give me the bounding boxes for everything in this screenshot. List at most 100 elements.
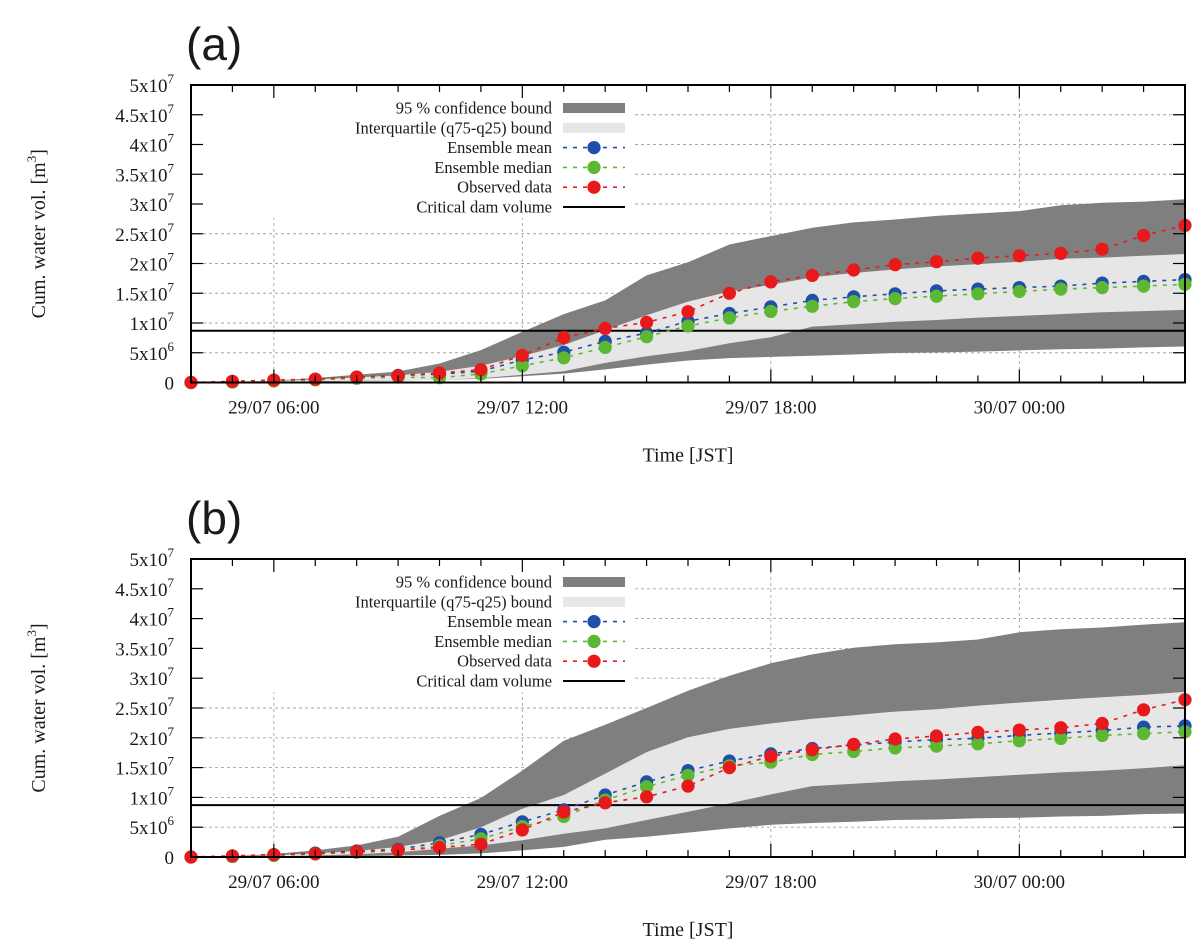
legend-item: Interquartile (q75-q25) bound bbox=[355, 118, 625, 137]
data-point bbox=[971, 737, 985, 751]
y-tick-label: 2.5x107 bbox=[115, 220, 174, 246]
y-tick-label: 1x107 bbox=[130, 309, 175, 335]
data-point bbox=[722, 286, 737, 300]
legend-swatch-iqr bbox=[563, 596, 625, 607]
data-point bbox=[1054, 246, 1068, 260]
data-point bbox=[681, 779, 695, 793]
data-point bbox=[640, 315, 654, 329]
legend-label: Ensemble mean bbox=[447, 612, 552, 631]
y-tick-exponent: 7 bbox=[168, 71, 175, 86]
y-tick-label: 2.5x107 bbox=[115, 694, 174, 720]
x-tick-label: 29/07 18:00 bbox=[725, 398, 816, 419]
x-tick-label: 30/07 00:00 bbox=[974, 872, 1065, 893]
legend-swatch-marker bbox=[587, 615, 601, 629]
y-tick-mantissa: 2.5x10 bbox=[115, 699, 167, 720]
legend-swatch-marker bbox=[587, 160, 601, 174]
y-axis-title-part: 3 bbox=[24, 630, 39, 637]
panel-label: (a) bbox=[186, 18, 242, 70]
y-tick-exponent: 6 bbox=[168, 339, 175, 354]
legend-item: Ensemble mean bbox=[447, 138, 625, 157]
data-point bbox=[681, 319, 695, 333]
data-point bbox=[1054, 721, 1068, 735]
y-tick-label: 3.5x107 bbox=[115, 160, 174, 186]
x-ticks bbox=[190, 558, 1186, 858]
data-point bbox=[805, 743, 819, 757]
legend-item: Critical dam volume bbox=[416, 198, 625, 217]
confidence-95-band bbox=[191, 199, 1185, 383]
y-axis-title: Cum. water vol. [m3] bbox=[24, 149, 50, 318]
legend-label: Ensemble median bbox=[434, 632, 552, 651]
data-point bbox=[557, 351, 571, 365]
y-tick-mantissa: 4x10 bbox=[130, 610, 168, 631]
data-point bbox=[1012, 284, 1026, 299]
legend-swatch-marker bbox=[587, 141, 601, 155]
y-tick-exponent: 7 bbox=[168, 309, 175, 324]
y-tick-mantissa: 5x10 bbox=[130, 818, 168, 839]
y-tick-label: 5x107 bbox=[130, 71, 175, 97]
data-point bbox=[1095, 242, 1109, 256]
y-tick-exponent: 7 bbox=[168, 754, 175, 769]
data-point bbox=[847, 295, 861, 309]
data-point bbox=[722, 761, 737, 775]
data-point bbox=[515, 823, 529, 837]
legend-item: Critical dam volume bbox=[416, 672, 625, 691]
data-point bbox=[432, 840, 447, 855]
y-tick-label: 4x107 bbox=[130, 131, 175, 157]
data-point bbox=[764, 275, 778, 289]
panel-a: (a) 29/07 06:00 29/07 12:00 29/07 18:00 30/0… bbox=[24, 18, 1192, 467]
legend-background bbox=[192, 560, 632, 692]
legend-swatch-marker bbox=[587, 634, 601, 649]
legend-label: Ensemble median bbox=[434, 158, 552, 177]
y-axis-title: Cum. water vol. [m3] bbox=[24, 623, 50, 792]
legend-item: Observed data bbox=[457, 178, 625, 197]
y-tick-mantissa: 2x10 bbox=[130, 729, 168, 750]
y-tick-exponent: 7 bbox=[168, 220, 175, 235]
y-axis-title-part: Cum. water vol. [m bbox=[28, 636, 50, 793]
y-tick-label: 5x107 bbox=[130, 545, 175, 571]
series-observed-data bbox=[184, 693, 1192, 864]
data-point bbox=[847, 737, 861, 752]
x-tick-label: 29/07 12:00 bbox=[477, 398, 568, 419]
y-tick-mantissa: 1x10 bbox=[130, 314, 168, 335]
legend-swatch-marker bbox=[587, 180, 601, 194]
data-point bbox=[1054, 731, 1068, 746]
data-point bbox=[1095, 281, 1109, 295]
y-tick-mantissa: 5x10 bbox=[130, 550, 168, 571]
y-tick-mantissa: 3x10 bbox=[130, 669, 168, 690]
y-tick-exponent: 7 bbox=[168, 664, 175, 679]
data-point bbox=[681, 768, 695, 782]
data-point bbox=[474, 363, 488, 377]
legend-label: Critical dam volume bbox=[416, 198, 552, 217]
data-point bbox=[640, 790, 654, 804]
legend-item: Ensemble median bbox=[434, 632, 625, 651]
data-point bbox=[1137, 727, 1151, 741]
y-tick-label: 3x107 bbox=[130, 664, 175, 690]
data-point bbox=[1012, 249, 1026, 263]
y-axis-title-part: ] bbox=[28, 149, 50, 156]
y-tick-label: 4.5x107 bbox=[115, 575, 174, 601]
x-tick-label: 29/07 12:00 bbox=[477, 872, 568, 893]
y-tick-exponent: 7 bbox=[168, 101, 175, 116]
y-tick-exponent: 7 bbox=[168, 545, 175, 560]
data-point bbox=[805, 268, 819, 282]
data-point bbox=[598, 340, 612, 354]
y-tick-exponent: 7 bbox=[168, 279, 175, 294]
data-point bbox=[1095, 716, 1109, 731]
data-point bbox=[847, 263, 861, 277]
y-tick-label: 1.5x107 bbox=[115, 754, 174, 780]
y-tick-mantissa: 5x10 bbox=[130, 344, 168, 365]
legend-item: Observed data bbox=[457, 652, 625, 671]
y-tick-mantissa: 4.5x10 bbox=[115, 106, 167, 127]
data-point bbox=[640, 330, 654, 344]
y-tick-label: 0 bbox=[165, 848, 175, 869]
y-axis-title-part: Cum. water vol. [m bbox=[28, 162, 50, 319]
panel-label: (b) bbox=[186, 492, 242, 544]
y-tick-exponent: 7 bbox=[168, 131, 175, 146]
data-point bbox=[1012, 734, 1026, 748]
y-tick-mantissa: 0 bbox=[165, 374, 175, 395]
y-tick-label: 4x107 bbox=[130, 605, 175, 631]
y-tick-label: 1x107 bbox=[130, 783, 175, 809]
data-point bbox=[805, 299, 819, 313]
